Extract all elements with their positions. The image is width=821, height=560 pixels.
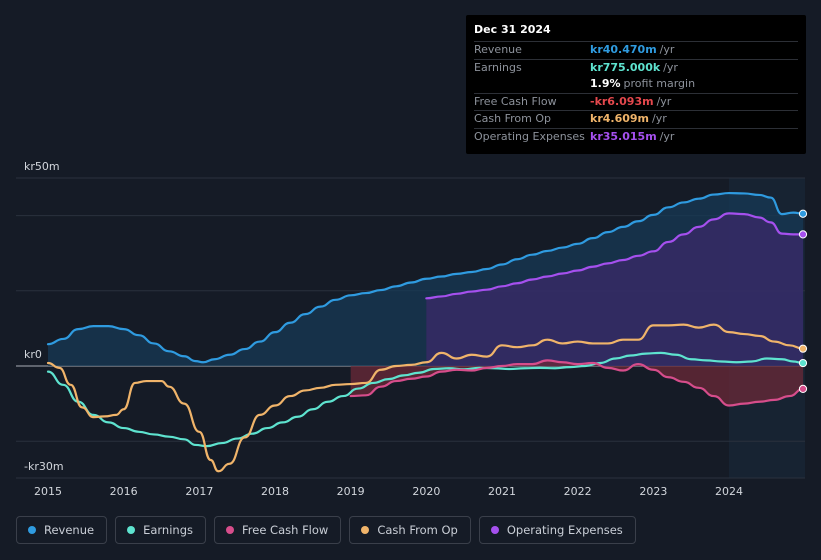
tooltip-row-operating-expenses: Operating Expenses kr35.015m /yr [474, 127, 798, 146]
tooltip-row-revenue: Revenue kr40.470m /yr [474, 41, 798, 59]
earnings-end-point [798, 358, 808, 368]
series-fills [48, 193, 804, 406]
legend-dot-icon [490, 526, 499, 534]
legend-label: Free Cash Flow [242, 523, 329, 537]
y-label-zero: kr0 [24, 348, 42, 361]
tooltip-value: kr775.000k [590, 60, 661, 74]
legend-dot-icon [127, 526, 136, 534]
legend-dot-icon [361, 526, 370, 534]
legend-dot-icon [226, 526, 234, 534]
legend-label: Revenue [44, 523, 95, 537]
cash-from-op-end-point [798, 344, 808, 353]
tooltip-label: Operating Expenses [474, 129, 585, 143]
free-cash-flow-line [349, 359, 805, 407]
tooltip-row-free-cash-flow: Free Cash Flow -kr6.093m /yr [474, 92, 798, 111]
legend-item-free-cash-flow[interactable]: Free Cash Flow [214, 516, 342, 544]
y-label-top: kr50m [24, 160, 60, 173]
x-tick-label: 2018 [261, 485, 289, 498]
earnings-line [46, 351, 805, 448]
x-tick-label: 2016 [110, 485, 138, 498]
tooltip-unit: /yr [659, 129, 675, 143]
legend-dot-icon [28, 526, 36, 534]
x-tick-label: 2023 [639, 485, 667, 498]
legend-item-operating-expenses[interactable]: Operating Expenses [478, 516, 636, 544]
operating-expenses-line [425, 212, 805, 300]
tooltip-label: Free Cash Flow [474, 94, 557, 108]
x-tick-label: 2021 [488, 485, 516, 498]
x-tick-label: 2024 [715, 485, 743, 498]
y-label-bottom: -kr30m [24, 460, 64, 473]
tooltip-unit: /yr [659, 43, 675, 56]
tooltip-value: -kr6.093m [590, 94, 654, 108]
series-lines [46, 191, 805, 473]
operating-expenses-area [426, 213, 804, 366]
tooltip-row-profit-margin: 1.9% profit margin [474, 76, 798, 93]
tooltip-label [474, 76, 590, 93]
legend-item-earnings[interactable]: Earnings [115, 516, 206, 544]
revenue-end-point [798, 209, 808, 218]
cash-from-op-line [46, 323, 805, 473]
tooltip-date: Dec 31 2024 [474, 23, 551, 36]
legend-item-revenue[interactable]: Revenue [16, 516, 108, 544]
tooltip-label: Earnings [474, 60, 522, 74]
tooltip-panel: Dec 31 2024 Revenue kr40.470m /yr Earnin… [466, 15, 806, 154]
tooltip-unit: /yr [663, 60, 678, 74]
tooltip-label: Revenue [474, 43, 522, 56]
legend-label: Earnings [143, 523, 193, 537]
tooltip-value: kr35.015m [590, 129, 657, 143]
operating-expenses-end-point [798, 230, 808, 239]
tooltip-value: kr4.609m [590, 112, 649, 125]
x-tick-label: 2022 [564, 485, 592, 498]
legend: Revenue Earnings Free Cash Flow Cash Fro… [16, 516, 644, 544]
tooltip-value: 1.9% [590, 77, 621, 90]
series-end-dots [798, 209, 808, 394]
legend-item-cash-from-op[interactable]: Cash From Op [349, 516, 471, 544]
legend-label: Operating Expenses [506, 523, 623, 537]
x-tick-label: 2015 [34, 485, 62, 498]
x-tick-label: 2019 [337, 485, 365, 498]
x-tick-label: 2017 [185, 485, 213, 498]
tooltip-unit: /yr [652, 112, 667, 125]
free-cash-flow-end-point [798, 384, 808, 394]
free-cash-flow-area [350, 360, 804, 406]
tooltip-value: kr40.470m [590, 43, 657, 56]
legend-label: Cash From Op [377, 523, 458, 537]
x-tick-label: 2020 [412, 485, 440, 498]
tooltip-row-earnings: Earnings kr775.000k /yr [474, 58, 798, 77]
x-axis-ticks: 2015 2016 2017 2018 2019 2020 2021 2022 2023 2024 [34, 485, 743, 498]
tooltip-unit: profit margin [623, 77, 696, 90]
tooltip-unit: /yr [656, 94, 672, 108]
tooltip-row-cash-from-op: Cash From Op kr4.609m /yr [474, 110, 798, 128]
revenue-line [46, 191, 805, 364]
tooltip-label: Cash From Op [474, 112, 552, 125]
